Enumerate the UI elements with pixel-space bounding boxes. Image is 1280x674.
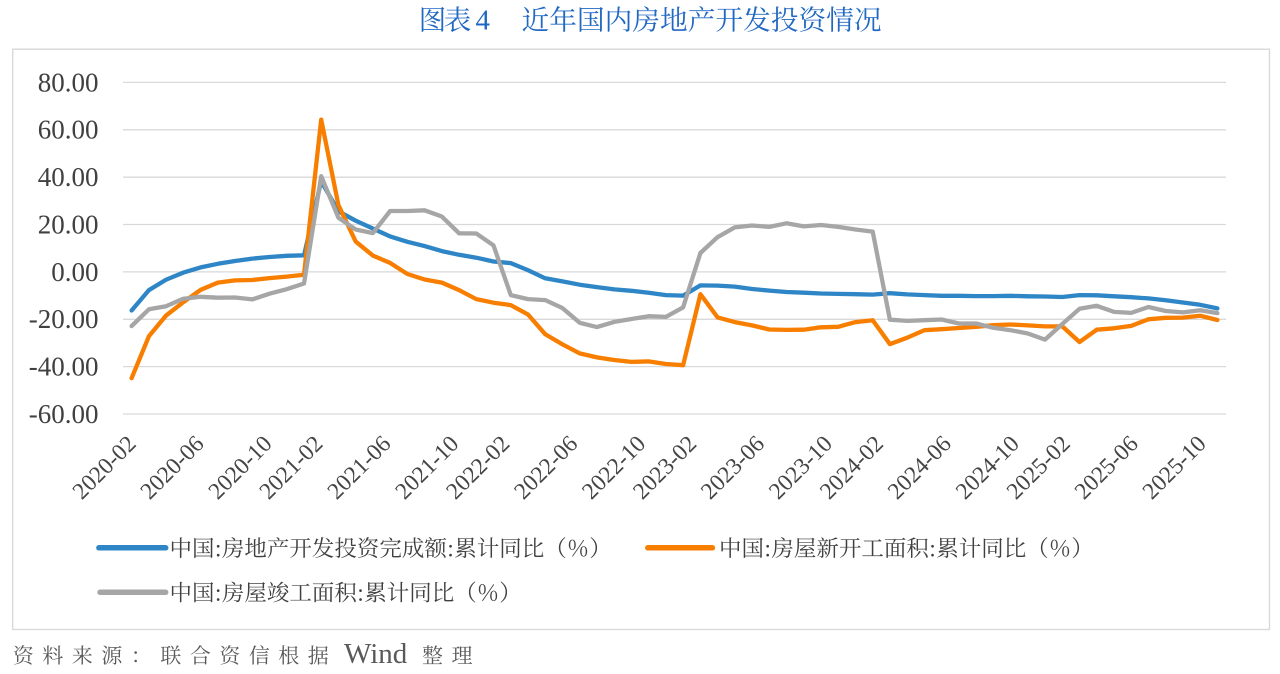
svg-text:40.00: 40.00	[38, 162, 99, 192]
svg-text:0.00: 0.00	[51, 257, 98, 287]
svg-text:Wind: Wind	[344, 638, 408, 670]
svg-text:20.00: 20.00	[38, 209, 99, 239]
svg-text:80.00: 80.00	[38, 67, 99, 97]
svg-text:-20.00: -20.00	[29, 304, 99, 334]
svg-text:-40.00: -40.00	[29, 352, 99, 382]
svg-text:60.00: 60.00	[38, 115, 99, 145]
svg-text:4: 4	[476, 5, 491, 37]
svg-text:-60.00: -60.00	[29, 399, 99, 429]
